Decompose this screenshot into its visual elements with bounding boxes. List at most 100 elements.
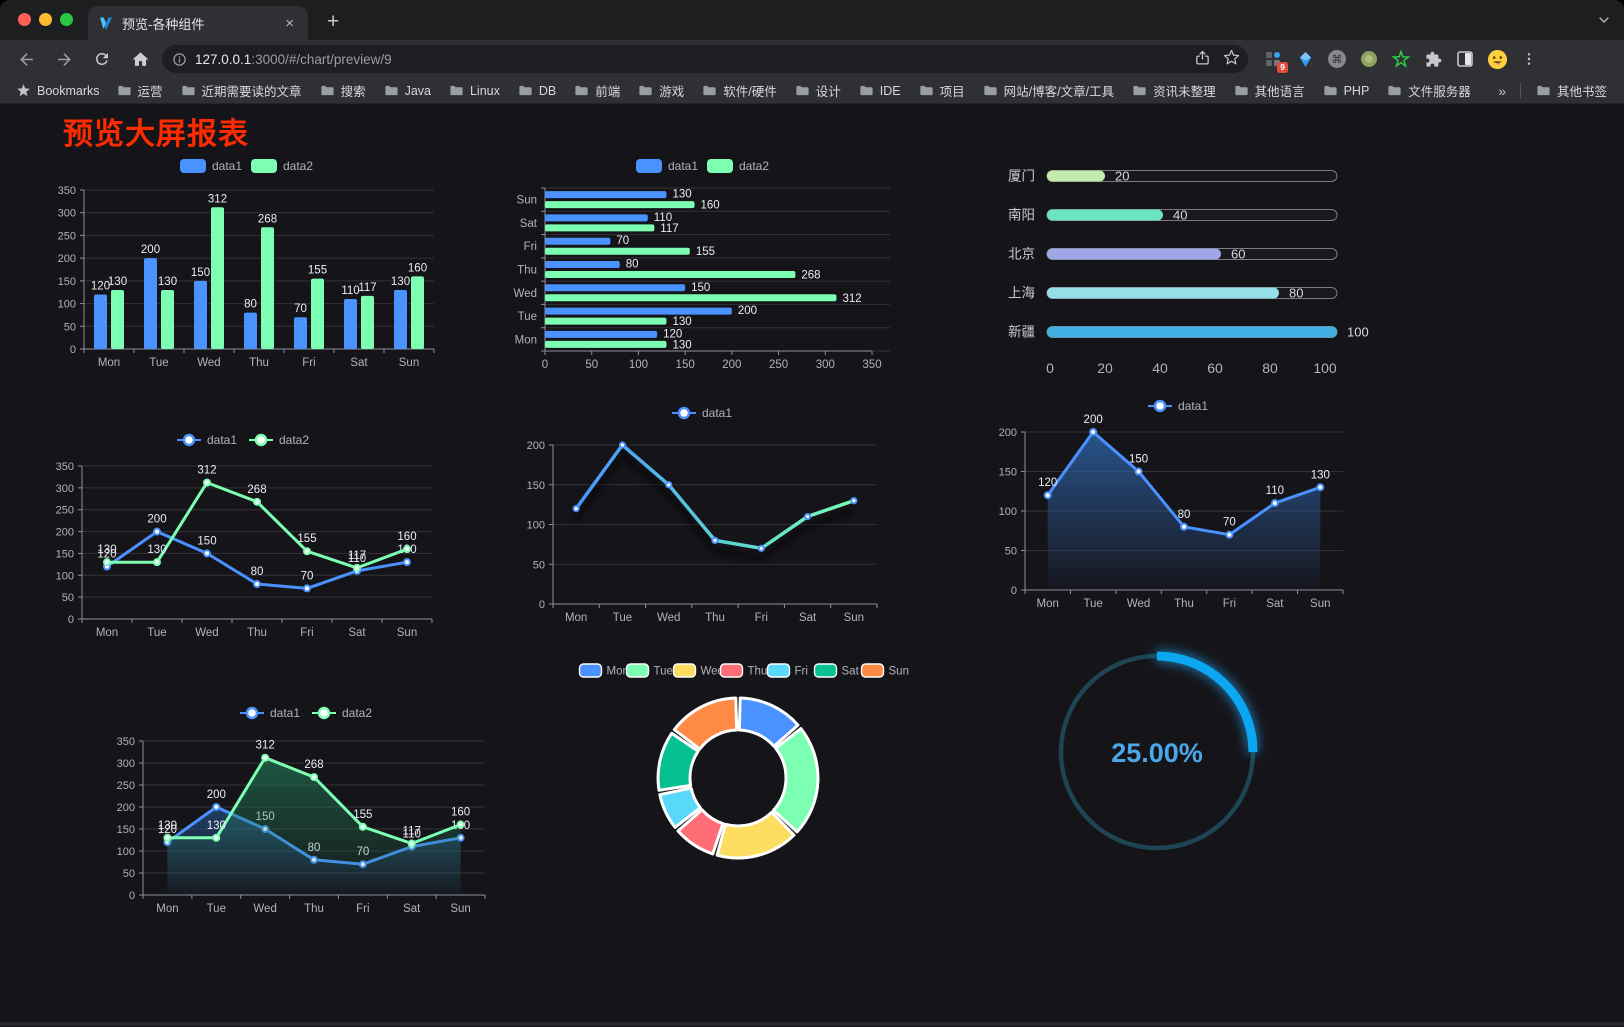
extension-olive-circle-icon[interactable] [1358, 48, 1380, 70]
bookmark-folder[interactable]: 运营 [110, 79, 170, 102]
bookmarks-overflow-chevron[interactable]: » [1498, 82, 1506, 99]
folder-icon [519, 85, 532, 96]
bookmarks-manager[interactable]: Bookmarks [10, 81, 106, 100]
svg-text:350: 350 [862, 359, 881, 371]
svg-text:160: 160 [408, 262, 427, 274]
svg-text:250: 250 [117, 780, 135, 792]
extension-badge: 9 [1277, 61, 1288, 73]
bookmark-star-icon[interactable] [1223, 49, 1240, 69]
share-icon[interactable] [1194, 49, 1211, 69]
extensions-puzzle-icon[interactable] [1422, 48, 1444, 70]
svg-text:268: 268 [801, 270, 820, 282]
bookmark-folder[interactable]: DB [511, 81, 563, 100]
svg-text:北京: 北京 [1008, 247, 1035, 262]
svg-text:⌘: ⌘ [1332, 54, 1343, 66]
svg-text:50: 50 [62, 592, 74, 604]
bookmark-folder[interactable]: 搜索 [313, 79, 373, 102]
folder-icon [1388, 85, 1401, 96]
svg-text:50: 50 [533, 559, 545, 571]
bookmark-folder[interactable]: 软件/硬件 [695, 79, 783, 102]
close-window-button[interactable] [18, 13, 31, 26]
svg-text:200: 200 [527, 440, 545, 452]
svg-text:Wed: Wed [701, 666, 724, 678]
svg-text:117: 117 [358, 282, 376, 294]
profile-avatar[interactable] [1486, 48, 1508, 70]
bookmark-folder[interactable]: 网站/博客/文章/工具 [976, 79, 1121, 102]
reload-icon[interactable] [88, 45, 116, 73]
chart-gauge-ring: 25.00% [1053, 647, 1261, 861]
url-path: :3000/#/chart/preview/9 [251, 51, 392, 67]
bookmark-folder[interactable]: IDE [852, 81, 908, 100]
url-bar[interactable]: 127.0.0.1:3000/#/chart/preview/9 [162, 45, 1248, 73]
extension-grid-icon[interactable]: 9 [1262, 48, 1288, 73]
svg-text:130: 130 [97, 544, 116, 556]
tab-title: 预览-各种组件 [122, 16, 205, 32]
extension-green-star-icon[interactable] [1390, 48, 1412, 70]
chart-bar-horizontal: 0 50 100 150 200 250 300 350 Sun 130 160 Sat 110 117 F… [505, 152, 897, 371]
bookmark-folder[interactable]: 其他语言 [1227, 79, 1312, 102]
extension-command-icon[interactable]: ⌘ [1326, 48, 1348, 70]
svg-text:0: 0 [542, 359, 548, 371]
svg-text:155: 155 [696, 246, 715, 258]
bookmark-folder[interactable]: 近期需要读的文章 [174, 79, 309, 102]
svg-text:Fri: Fri [755, 612, 768, 624]
maximize-window-button[interactable] [60, 13, 73, 26]
svg-text:200: 200 [207, 789, 226, 801]
svg-text:20: 20 [1115, 169, 1129, 184]
svg-text:Thu: Thu [249, 357, 269, 369]
forward-icon[interactable] [50, 45, 78, 73]
chart-area-multi: 0 50 100 150 200 250 300 350 Mon Tue Wed Thu Fri Sat S… [103, 699, 503, 917]
svg-text:130: 130 [207, 820, 226, 832]
svg-text:130: 130 [108, 276, 127, 288]
svg-text:data2: data2 [342, 706, 372, 720]
bookmark-folder[interactable]: Linux [442, 81, 507, 100]
chart-canvas: 厦门 20 南阳 40 北京 60 上海 80 新疆 100 0 20 40 60 80 100 [1008, 169, 1369, 377]
extension-kite-icon[interactable] [1294, 48, 1316, 70]
bookmark-folder[interactable]: 资讯未整理 [1125, 79, 1223, 102]
svg-text:Mon: Mon [156, 903, 178, 915]
svg-text:40: 40 [1152, 360, 1168, 376]
browser-tab[interactable]: 预览-各种组件 × [88, 6, 308, 40]
bookmark-folder[interactable]: 设计 [788, 79, 848, 102]
svg-text:50: 50 [64, 321, 76, 333]
svg-text:Sun: Sun [397, 627, 417, 639]
svg-text:0: 0 [70, 344, 76, 356]
browser-toolbar: 127.0.0.1:3000/#/chart/preview/9 9 [0, 40, 1624, 78]
folder-icon [639, 85, 652, 96]
bookmark-folder[interactable]: 游戏 [631, 79, 691, 102]
svg-text:130: 130 [1311, 469, 1330, 481]
browser-menu-icon[interactable] [1518, 48, 1540, 70]
svg-text:120: 120 [663, 328, 682, 340]
svg-text:130: 130 [672, 316, 691, 328]
extension-reader-icon[interactable] [1454, 48, 1476, 70]
folder-icon [575, 85, 588, 96]
svg-text:117: 117 [348, 550, 366, 562]
minimize-window-button[interactable] [39, 13, 52, 26]
bookmark-folder[interactable]: 文件服务器 [1380, 79, 1478, 102]
bookmark-folder[interactable]: 前端 [567, 79, 627, 102]
tab-close-icon[interactable]: × [285, 14, 294, 32]
page-title: 预览大屏报表 [63, 118, 249, 151]
bookmark-folder[interactable]: 项目 [912, 79, 972, 102]
bookmark-folder[interactable]: Java [377, 81, 438, 100]
svg-text:Tue: Tue [1083, 598, 1102, 610]
folder-icon [920, 85, 933, 96]
site-info-icon[interactable] [172, 52, 187, 67]
url-host: 127.0.0.1 [195, 51, 252, 67]
svg-text:Fri: Fri [1223, 598, 1236, 610]
back-icon[interactable] [12, 45, 40, 73]
new-tab-button[interactable]: + [327, 10, 340, 33]
svg-text:80: 80 [251, 566, 264, 578]
svg-text:300: 300 [58, 208, 76, 220]
tab-search-chevron-icon[interactable] [1596, 12, 1612, 33]
svg-text:350: 350 [117, 736, 135, 748]
bookmark-folder-label: 近期需要读的文章 [201, 85, 302, 99]
other-bookmarks-folder[interactable]: 其他书签 [1529, 79, 1614, 102]
svg-text:350: 350 [56, 461, 74, 473]
bookmark-folder[interactable]: PHP [1316, 81, 1377, 100]
svg-text:data1: data1 [668, 159, 698, 173]
svg-text:data1: data1 [1178, 399, 1208, 413]
svg-text:Wed: Wed [253, 903, 276, 915]
home-icon[interactable] [126, 45, 154, 73]
